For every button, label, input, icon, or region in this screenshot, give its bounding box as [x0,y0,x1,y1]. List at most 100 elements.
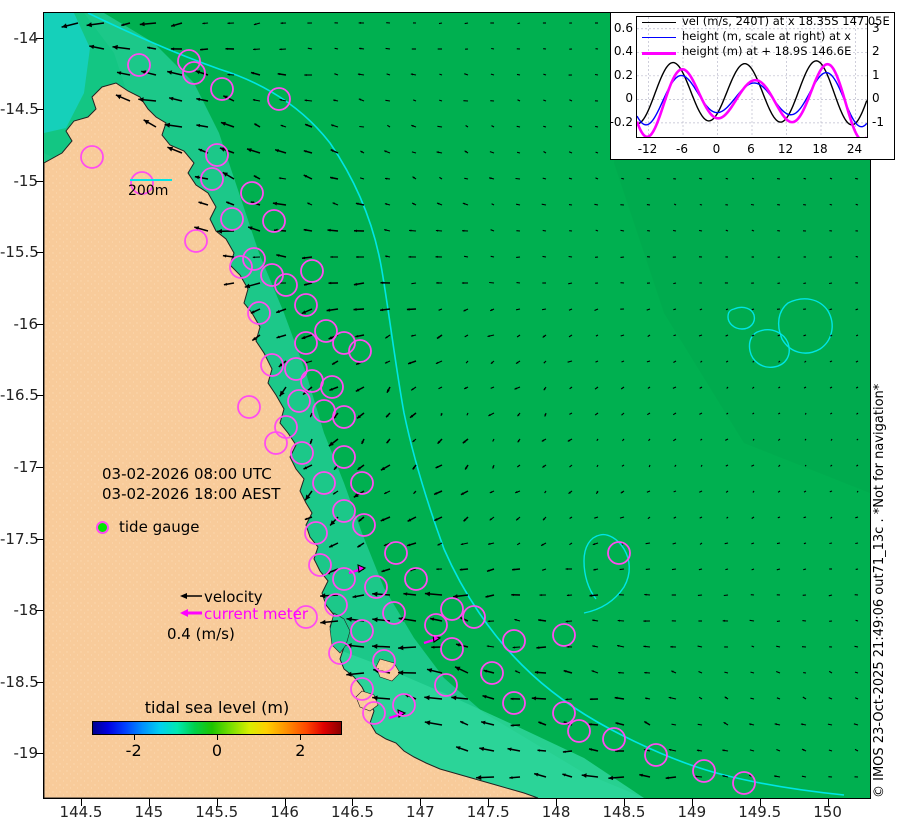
velocity-arrow [751,177,755,180]
tide-gauge-marker[interactable] [552,701,576,725]
tide-gauge-marker[interactable] [352,513,376,537]
tide-gauge-marker[interactable] [237,395,261,419]
tide-gauge-marker[interactable] [502,691,526,715]
tide-gauge-marker[interactable] [382,601,406,625]
tide-gauge-marker[interactable] [602,727,626,751]
velocity-arrow [542,334,547,338]
tide-gauge-marker[interactable] [502,629,526,653]
velocity-arrow [541,438,547,442]
tide-gauge-marker[interactable] [229,255,253,279]
velocity-arrow [646,490,651,493]
velocity-arrow [751,334,755,337]
tide-gauge-marker[interactable] [200,167,224,191]
tide-gauge-marker[interactable] [294,605,318,629]
legend-swatch [642,52,676,55]
velocity-arrow [594,412,599,416]
tide-gauge-marker[interactable] [247,301,271,325]
velocity-arrow [304,99,313,102]
velocity-arrow [533,772,547,778]
tide-gauge-marker[interactable] [434,673,458,697]
velocity-arrow [543,360,547,364]
tide-gauge-marker[interactable] [287,389,311,413]
velocity-arrow [725,308,729,311]
velocity-arrow [543,73,547,76]
velocity-arrow [804,360,807,363]
velocity-vector-field [61,21,859,781]
tide-gauge-marker[interactable] [440,597,464,621]
tide-gauge-marker[interactable] [284,357,308,381]
tide-gauge-marker[interactable] [220,207,244,231]
tide-gauge-marker[interactable] [177,49,201,73]
tide-gauge-marker[interactable] [205,143,229,167]
velocity-arrow [568,334,573,338]
tide-gauge-marker[interactable] [300,259,324,283]
tide-gauge-marker[interactable] [304,521,328,545]
velocity-arrow [459,568,469,571]
tide-gauge-marker[interactable] [392,693,416,717]
tide-gauge-marker[interactable] [242,247,266,271]
tide-gauge-marker[interactable] [210,77,234,101]
tide-gauge-marker[interactable] [328,641,352,665]
tide-gauge-marker[interactable] [364,575,388,599]
tide-gauge-marker[interactable] [127,53,151,77]
tide-gauge-marker[interactable] [404,567,428,591]
tide-gauge-marker[interactable] [644,743,668,767]
tide-gauge-marker[interactable] [350,619,374,643]
timeseries-plot-area[interactable] [636,16,868,138]
tide-gauge-marker[interactable] [332,445,356,469]
tide-gauge-marker[interactable] [314,319,338,343]
tide-gauge-marker[interactable] [290,441,314,465]
velocity-arrow [440,412,443,416]
tide-gauge-marker[interactable] [332,405,356,429]
tide-gauge-marker[interactable] [262,209,286,233]
velocity-arrow [566,594,573,597]
tide-gauge-marker[interactable] [332,567,356,591]
velocity-arrow [752,412,755,415]
velocity-arrow [411,282,417,285]
tide-gauge-marker[interactable] [362,701,386,725]
tide-gauge-marker[interactable] [324,593,348,617]
tide-gauge-marker[interactable] [372,649,396,673]
velocity-arrow [568,308,573,311]
tide-gauge-marker[interactable] [350,677,374,701]
tide-gauge-marker[interactable] [294,293,318,317]
tide-gauge-marker[interactable] [348,339,372,363]
tide-gauge-marker[interactable] [424,613,448,637]
timeseries-inset-panel[interactable]: 0.6 0.4 0.2 0 -0.2 3 2 1 0 -1 -12 -6 0 6 12 18 24 vel (m… [610,12,895,160]
tide-gauge-marker[interactable] [260,353,284,377]
tide-gauge-marker[interactable] [130,171,154,195]
tide-gauge-marker[interactable] [332,499,356,523]
velocity-arrow [595,151,599,154]
tide-gauge-marker[interactable] [267,87,291,111]
tide-gauge-marker[interactable] [264,431,288,455]
tide-gauge-marker[interactable] [308,553,332,577]
velocity-arrow [222,254,235,258]
tide-gauge-marker[interactable] [184,229,208,253]
tide-gauge-marker[interactable] [274,273,298,297]
tide-gauge-marker[interactable] [462,605,486,629]
tide-gauge-marker[interactable] [552,623,576,647]
tide-gauge-marker[interactable] [384,541,408,565]
tide-gauge-marker[interactable] [732,771,756,795]
tide-gauge-marker[interactable] [692,759,716,783]
velocity-arrow [353,282,365,286]
tide-gauge-marker[interactable] [182,61,206,85]
velocity-arrow [225,201,235,206]
velocity-arrow [855,177,859,180]
tide-gauge-marker[interactable] [240,181,264,205]
tide-gauge-marker[interactable] [567,719,591,743]
tide-gauge-marker[interactable] [80,145,104,169]
velocity-arrow [645,697,651,700]
velocity-arrow [828,594,833,597]
tide-gauge-markers [80,49,756,795]
tide-gauge-marker[interactable] [320,375,344,399]
tide-gauge-marker[interactable] [480,661,504,685]
velocity-arrow [223,282,235,286]
tide-gauge-marker[interactable] [294,331,318,355]
velocity-arrow [621,360,625,363]
tide-gauge-marker[interactable] [440,637,464,661]
tide-gauge-marker[interactable] [607,541,631,565]
tide-gauge-marker[interactable] [332,331,356,355]
tide-gauge-marker[interactable] [312,471,336,495]
tide-gauge-marker[interactable] [350,471,374,495]
